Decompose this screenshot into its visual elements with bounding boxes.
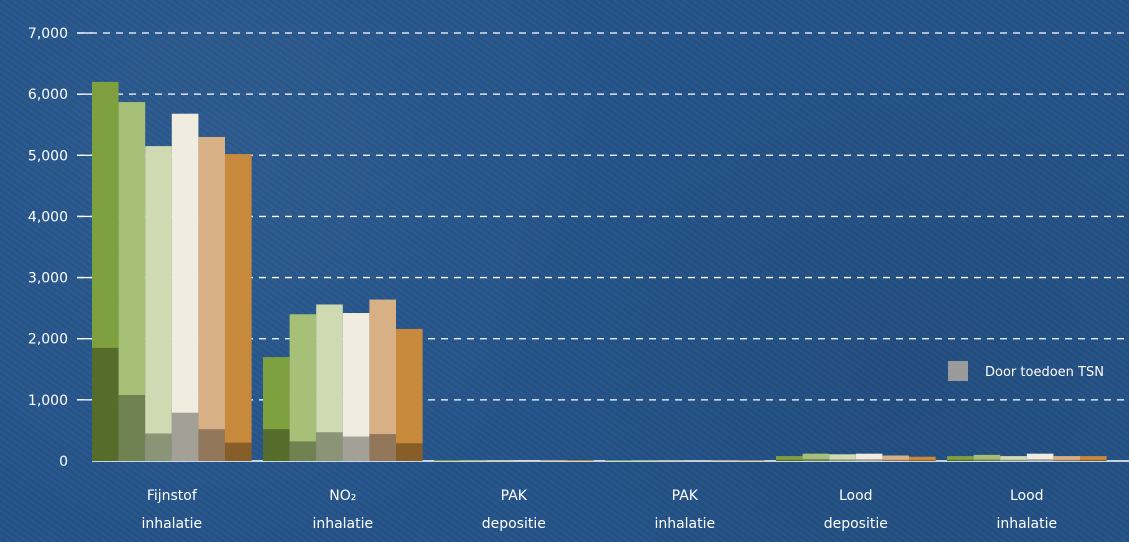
bar bbox=[1080, 456, 1107, 461]
bar bbox=[684, 460, 712, 461]
bar bbox=[316, 304, 343, 461]
legend: Door toedoen TSN bbox=[948, 361, 1104, 381]
bar-tsn-segment bbox=[882, 459, 909, 461]
bar bbox=[631, 460, 659, 461]
bar bbox=[198, 136, 225, 461]
bar-tsn-segment bbox=[145, 433, 172, 461]
legend-swatch bbox=[948, 361, 968, 381]
bar bbox=[540, 460, 567, 461]
x-tick-label: NO₂ bbox=[329, 488, 356, 504]
bar bbox=[882, 455, 909, 461]
bar-tsn-segment bbox=[396, 443, 423, 461]
bar bbox=[802, 453, 830, 461]
bar-tsn-segment bbox=[855, 459, 883, 461]
bar bbox=[947, 456, 974, 461]
bar bbox=[1026, 453, 1054, 461]
x-tick-label: Lood bbox=[839, 488, 873, 504]
x-tick-label: inhalatie bbox=[141, 516, 202, 532]
bar bbox=[369, 299, 396, 461]
x-tick-label: PAK bbox=[672, 488, 699, 504]
bar bbox=[738, 460, 765, 461]
bar-tsn-segment bbox=[289, 441, 317, 461]
y-tick-label: 2,000 bbox=[28, 332, 68, 348]
bar-tsn-segment bbox=[316, 432, 343, 461]
bar-tsn-segment bbox=[369, 434, 396, 461]
bar-tsn-segment bbox=[198, 429, 225, 461]
x-tick-label: depositie bbox=[482, 516, 546, 532]
bar-tsn-segment bbox=[1000, 459, 1027, 461]
bar bbox=[342, 313, 370, 461]
bar bbox=[605, 460, 632, 461]
bar-tsn-segment bbox=[118, 394, 146, 461]
bar-tsn-segment bbox=[171, 412, 199, 461]
bar bbox=[118, 102, 146, 461]
x-tick-label: PAK bbox=[501, 488, 528, 504]
bar bbox=[513, 460, 541, 461]
legend-label: Door toedoen TSN bbox=[985, 365, 1104, 380]
bar bbox=[92, 81, 119, 462]
bar bbox=[396, 328, 423, 461]
bar bbox=[225, 154, 252, 461]
y-axis: 0 1,000 2,000 3,000 4,000 5,000 6,000 7,000 bbox=[28, 26, 68, 470]
x-axis: Fijnstof inhalatie NO₂ inhalatie PAK depositi… bbox=[141, 488, 1057, 532]
bar bbox=[658, 460, 685, 461]
bar bbox=[145, 146, 172, 461]
x-tick-label: Fijnstof bbox=[147, 488, 198, 504]
bar-tsn-segment bbox=[829, 459, 856, 461]
bar bbox=[171, 113, 199, 462]
bar bbox=[460, 460, 488, 461]
bar-tsn-segment bbox=[1053, 459, 1080, 461]
bar bbox=[1053, 456, 1080, 461]
bar bbox=[776, 456, 803, 461]
bar bbox=[909, 456, 936, 461]
bar-tsn-segment bbox=[342, 436, 370, 461]
bar-tsn-segment bbox=[776, 459, 803, 461]
y-tick-label: 4,000 bbox=[28, 209, 68, 225]
x-tick-label: Lood bbox=[1010, 488, 1044, 504]
bars bbox=[92, 81, 1107, 462]
bar bbox=[1000, 456, 1027, 461]
bar-tsn-segment bbox=[802, 459, 830, 461]
bar bbox=[289, 314, 317, 461]
bar-tsn-segment bbox=[225, 442, 252, 461]
bar-tsn-segment bbox=[263, 429, 290, 461]
y-tick-label: 0 bbox=[59, 454, 68, 470]
bar bbox=[487, 460, 514, 461]
x-tick-label: inhalatie bbox=[654, 516, 715, 532]
bar-tsn-segment bbox=[973, 459, 1001, 461]
y-tick-label: 7,000 bbox=[28, 26, 68, 42]
bar bbox=[829, 454, 856, 461]
y-tick-label: 3,000 bbox=[28, 271, 68, 287]
bar-tsn-segment bbox=[1026, 459, 1054, 461]
bar-tsn-segment bbox=[1080, 459, 1107, 461]
bar-tsn-segment bbox=[909, 460, 936, 461]
bar-tsn-segment bbox=[947, 459, 974, 461]
y-tick-label: 1,000 bbox=[28, 393, 68, 409]
bar bbox=[855, 453, 883, 461]
y-tick-label: 6,000 bbox=[28, 87, 68, 103]
x-tick-label: inhalatie bbox=[996, 516, 1057, 532]
bar bbox=[973, 454, 1001, 461]
bar bbox=[567, 460, 594, 461]
bar bbox=[263, 357, 290, 461]
x-tick-label: inhalatie bbox=[312, 516, 373, 532]
x-tick-label: depositie bbox=[824, 516, 888, 532]
bar-tsn-segment bbox=[92, 347, 119, 461]
bar bbox=[434, 460, 461, 461]
bar bbox=[711, 460, 738, 461]
y-tick-label: 5,000 bbox=[28, 148, 68, 164]
